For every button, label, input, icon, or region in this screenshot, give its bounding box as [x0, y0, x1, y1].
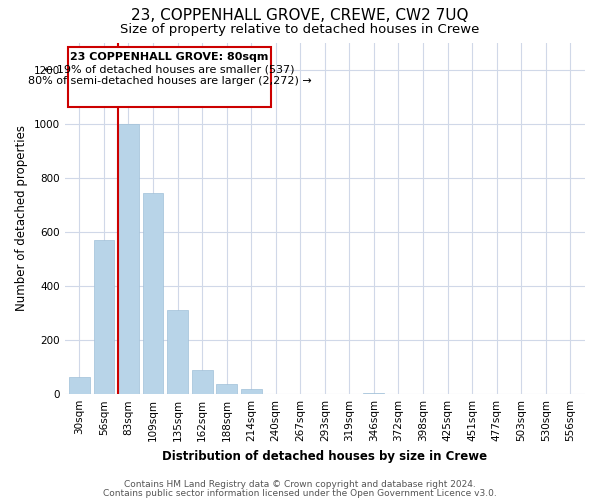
Text: ← 19% of detached houses are smaller (537): ← 19% of detached houses are smaller (53… [44, 64, 295, 74]
Bar [216, 384, 237, 394]
X-axis label: Distribution of detached houses by size in Crewe: Distribution of detached houses by size … [162, 450, 487, 462]
Bar [241, 390, 262, 394]
Text: Size of property relative to detached houses in Crewe: Size of property relative to detached ho… [121, 22, 479, 36]
Bar [364, 393, 385, 394]
Bar [191, 370, 212, 394]
Bar [118, 124, 139, 394]
Bar [68, 46, 271, 108]
Bar [167, 310, 188, 394]
Bar [69, 376, 90, 394]
Bar [143, 192, 163, 394]
Text: Contains public sector information licensed under the Open Government Licence v3: Contains public sector information licen… [103, 488, 497, 498]
Bar [94, 240, 115, 394]
Text: 23 COPPENHALL GROVE: 80sqm: 23 COPPENHALL GROVE: 80sqm [70, 52, 269, 62]
Text: 80% of semi-detached houses are larger (2,272) →: 80% of semi-detached houses are larger (… [28, 76, 311, 86]
Text: Contains HM Land Registry data © Crown copyright and database right 2024.: Contains HM Land Registry data © Crown c… [124, 480, 476, 489]
Text: 23, COPPENHALL GROVE, CREWE, CW2 7UQ: 23, COPPENHALL GROVE, CREWE, CW2 7UQ [131, 8, 469, 22]
Y-axis label: Number of detached properties: Number of detached properties [15, 126, 28, 312]
